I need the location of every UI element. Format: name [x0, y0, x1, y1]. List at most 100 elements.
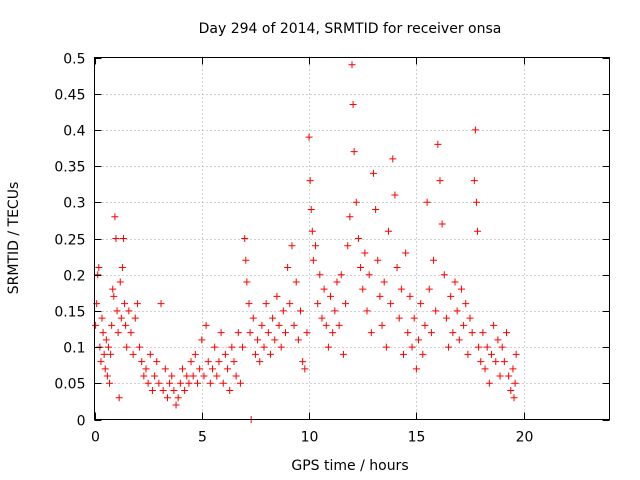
data-point: [306, 177, 314, 185]
data-point: [266, 350, 274, 358]
y-tick-label: 0.3: [63, 196, 85, 212]
data-point: [176, 379, 184, 387]
data-point: [127, 329, 135, 337]
data-point: [269, 314, 277, 322]
data-point: [187, 358, 195, 366]
axis-ticks: [94, 57, 610, 421]
data-point: [378, 321, 386, 329]
y-tick-label: 0.2: [63, 269, 85, 285]
data-point: [286, 300, 294, 308]
x-tick-label: 20: [516, 430, 534, 446]
data-point: [100, 350, 108, 358]
data-point: [361, 249, 369, 257]
data-point: [172, 401, 180, 409]
y-tick-labels: 0 0.05 0.1 0.15 0.2 0.25 0.3 0.35 0.4 0.45 0.5: [54, 52, 85, 430]
data-point: [279, 307, 287, 315]
data-point: [318, 314, 326, 322]
data-point: [400, 350, 407, 358]
data-point: [236, 379, 244, 387]
data-point: [363, 307, 371, 315]
x-axis-label: GPS time / hours: [291, 458, 408, 474]
data-point: [348, 61, 356, 69]
data-point: [391, 191, 399, 199]
data-point: [421, 321, 429, 329]
data-point: [352, 198, 360, 206]
data-point: [453, 307, 461, 315]
data-point: [314, 300, 322, 308]
data-point: [155, 379, 163, 387]
data-point: [98, 314, 106, 322]
data-point: [397, 285, 405, 293]
data-point: [254, 336, 262, 344]
data-point: [112, 235, 120, 242]
data-point: [447, 292, 455, 300]
data-point: [194, 379, 201, 387]
data-point: [436, 177, 444, 185]
plot-frame: [94, 57, 610, 420]
data-point: [161, 365, 169, 373]
data-point: [136, 343, 144, 351]
data-point: [121, 300, 129, 308]
data-point: [490, 321, 498, 329]
data-point: [354, 235, 362, 242]
data-point: [475, 343, 483, 351]
data-point: [198, 336, 206, 344]
data-point: [449, 329, 457, 337]
data-point: [217, 329, 225, 337]
data-point: [185, 379, 193, 387]
data-point: [114, 329, 122, 337]
data-point: [99, 329, 107, 337]
data-point: [349, 101, 357, 109]
data-point: [131, 314, 139, 322]
data-point: [434, 140, 442, 148]
data-point: [344, 242, 352, 250]
data-point: [430, 256, 438, 264]
data-point: [479, 329, 487, 337]
data-point: [183, 372, 191, 380]
data-point: [445, 343, 453, 351]
data-point: [335, 321, 343, 329]
data-point: [245, 300, 253, 308]
data-point: [157, 300, 165, 308]
data-point: [151, 372, 159, 380]
data-point: [455, 336, 463, 344]
data-point: [492, 358, 500, 366]
data-point: [113, 307, 121, 315]
data-point: [146, 350, 154, 358]
data-point: [290, 321, 298, 329]
data-point: [472, 198, 480, 206]
data-point: [178, 365, 186, 373]
data-point: [367, 329, 375, 337]
data-point: [507, 387, 515, 395]
data-point: [241, 235, 249, 242]
data-point: [260, 343, 268, 351]
data-point: [468, 329, 476, 337]
data-point: [316, 271, 324, 279]
data-point: [372, 206, 380, 214]
data-point: [308, 227, 316, 235]
data-point: [262, 300, 270, 308]
data-point: [118, 263, 126, 271]
data-point: [423, 198, 431, 206]
data-point: [451, 278, 459, 286]
chart-title: Day 294 of 2014, SRMTID for receiver ons…: [199, 21, 502, 37]
data-point: [273, 292, 281, 300]
data-point: [510, 394, 518, 402]
data-point: [357, 263, 365, 271]
data-point: [320, 285, 328, 293]
data-point: [427, 329, 435, 337]
data-point: [470, 177, 478, 185]
data-point: [481, 365, 489, 373]
data-point: [464, 350, 472, 358]
data-point: [327, 292, 335, 300]
data-point: [402, 249, 410, 257]
data-point: [487, 350, 495, 358]
data-point: [404, 329, 412, 337]
y-axis-label: SRMTID / TECUs: [6, 182, 22, 295]
data-point: [395, 314, 403, 322]
data-point: [224, 365, 232, 373]
data-point: [249, 314, 257, 322]
data-point: [209, 365, 217, 373]
data-point: [460, 321, 468, 329]
data-point: [111, 213, 119, 221]
